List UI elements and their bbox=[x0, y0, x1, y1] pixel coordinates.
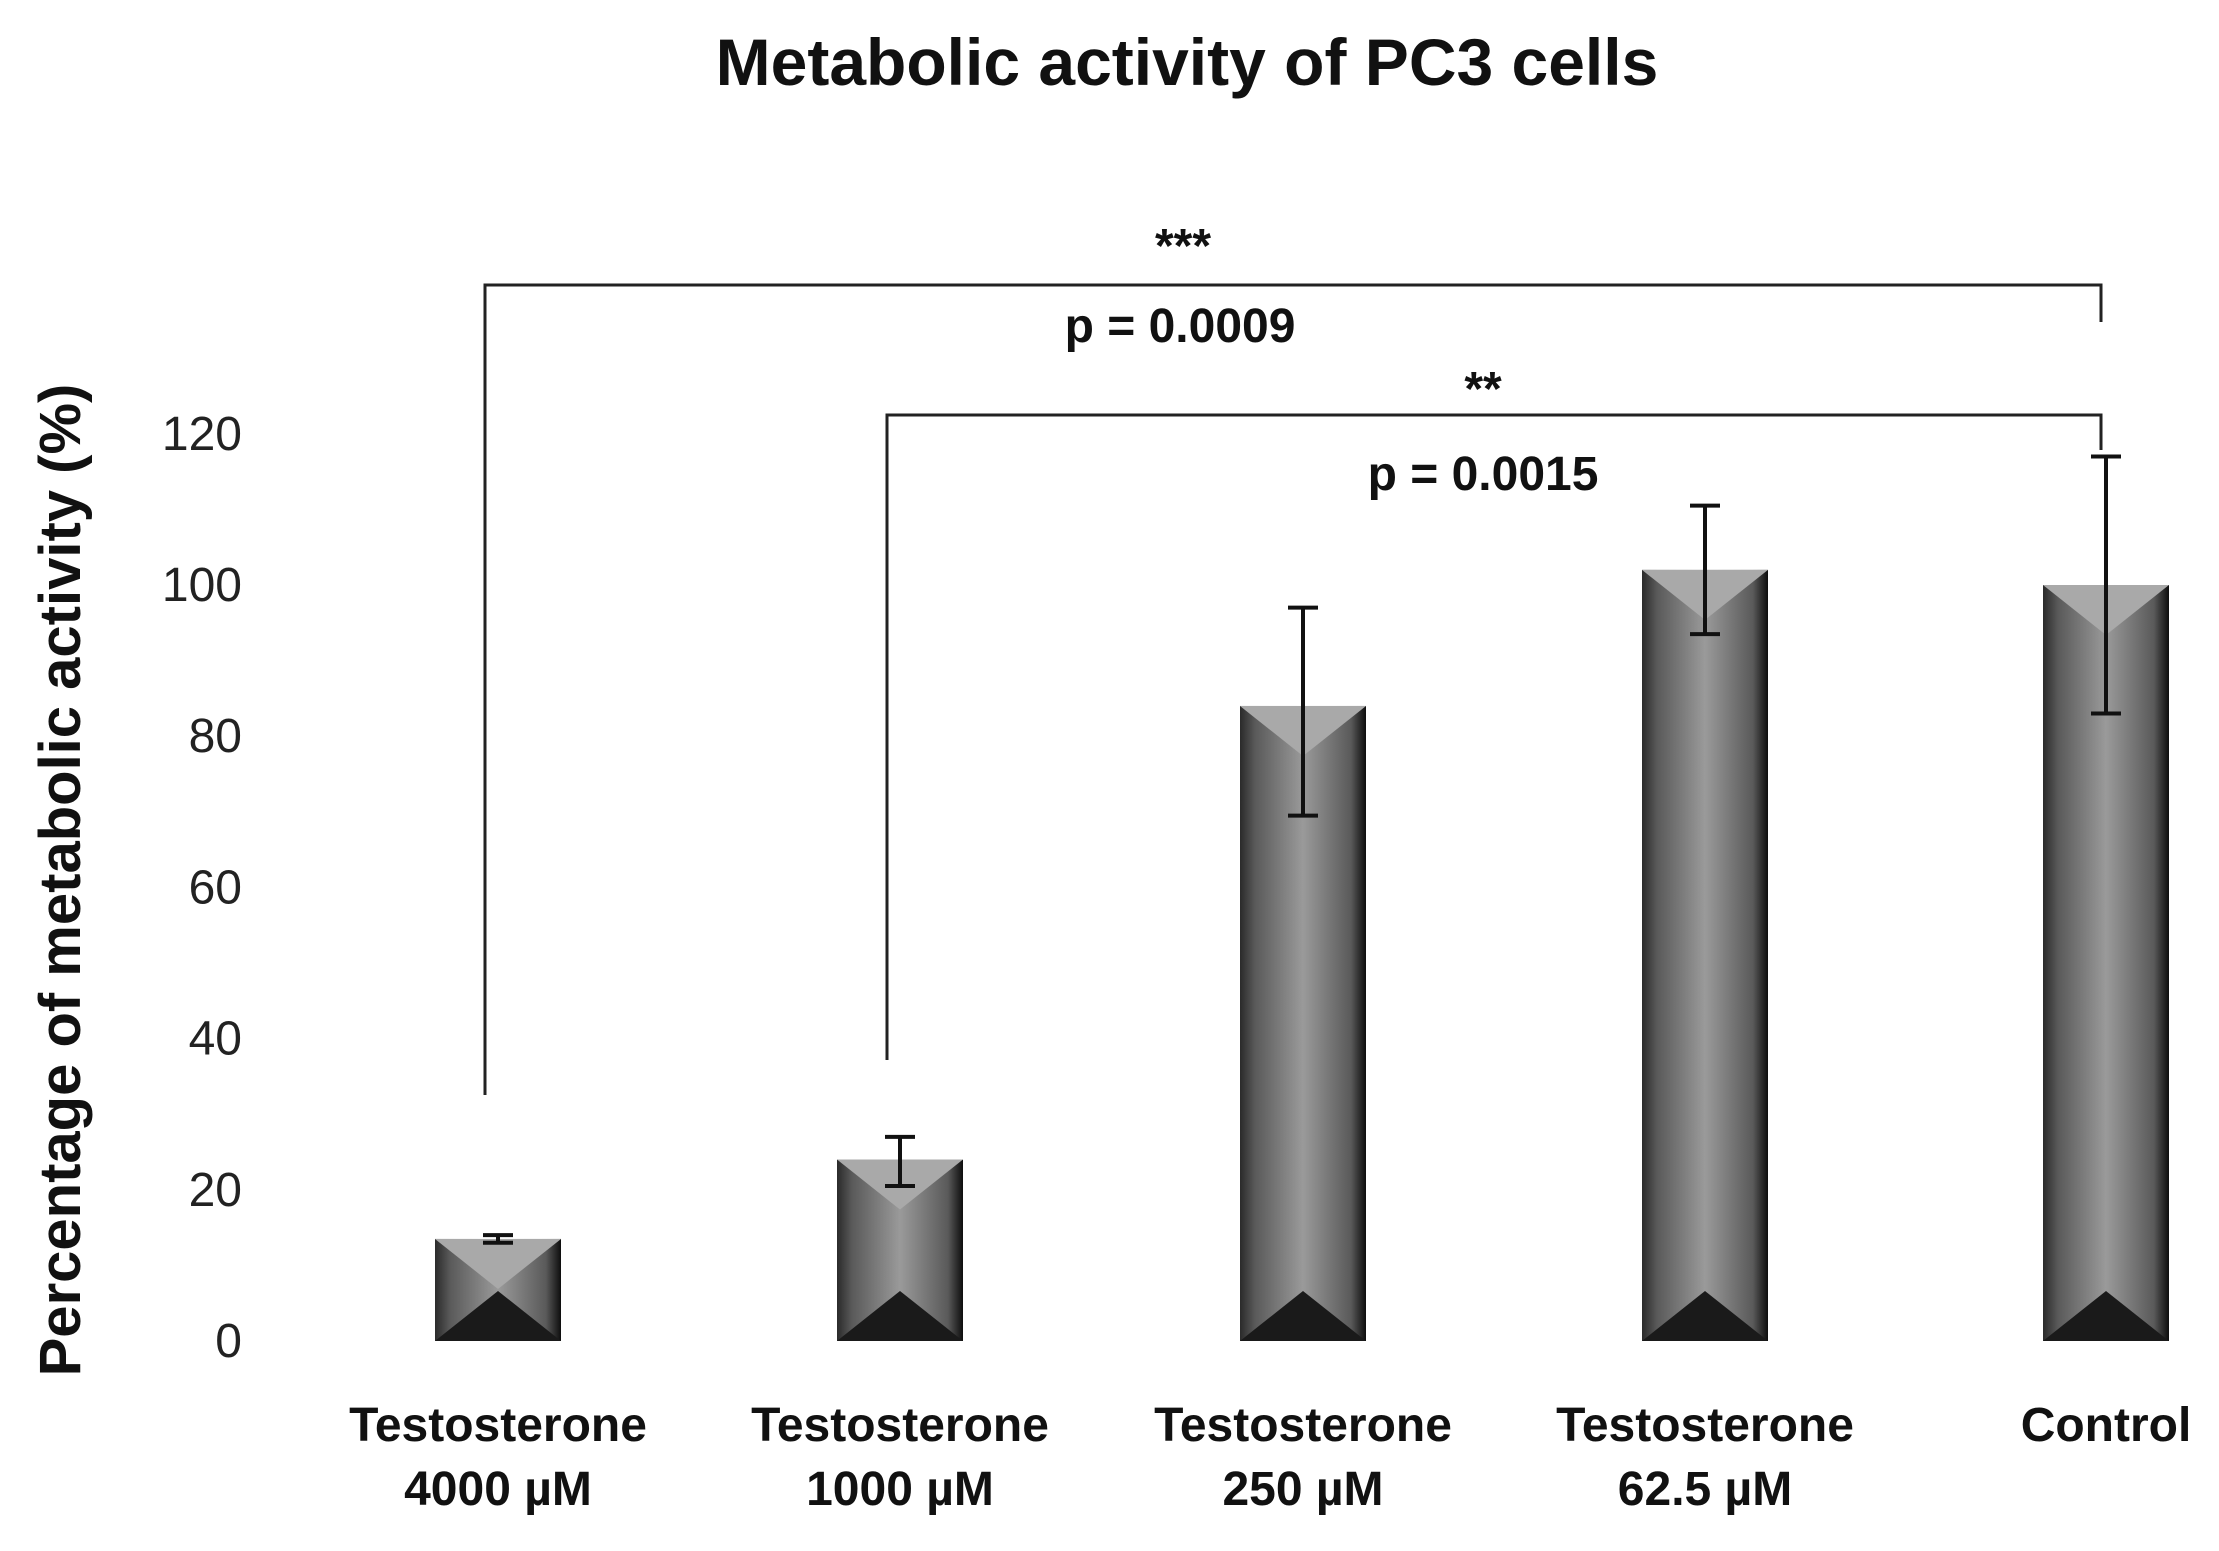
bar bbox=[1642, 569, 1768, 1341]
bar-body bbox=[1642, 569, 1768, 1341]
x-tick-label: Testosterone 4000 µM bbox=[349, 1399, 647, 1516]
bar-bottom-bevel bbox=[1240, 1291, 1366, 1341]
significance-bracket: *** p = 0.0009 bbox=[483, 220, 2103, 1095]
error-bar bbox=[2091, 454, 2121, 716]
bar-bottom-bevel bbox=[1642, 1291, 1768, 1341]
y-tick-label: 60 bbox=[189, 861, 242, 914]
chart-title: Metabolic activity of PC3 cells bbox=[716, 25, 1659, 99]
x-tick-label: Testosterone 62.5 µM bbox=[1556, 1399, 1854, 1516]
y-tick-label: 100 bbox=[162, 559, 242, 612]
bar-bottom-bevel bbox=[435, 1291, 561, 1341]
x-tick-label: Testosterone 1000 µM bbox=[751, 1399, 1049, 1516]
p-value-label: p = 0.0015 bbox=[1368, 448, 1599, 501]
y-axis-label: Percentage of metabolic activity (%) bbox=[28, 384, 93, 1377]
significance-stars: *** bbox=[1155, 220, 1211, 273]
bar-bottom-bevel bbox=[837, 1291, 963, 1341]
y-tick-label: 0 bbox=[215, 1315, 242, 1368]
y-tick-label: 20 bbox=[189, 1164, 242, 1217]
error-bar bbox=[885, 1134, 915, 1189]
error-bar bbox=[1288, 605, 1318, 818]
error-bar bbox=[1690, 503, 1720, 637]
y-tick-label: 80 bbox=[189, 710, 242, 763]
bar bbox=[435, 1238, 561, 1341]
bar bbox=[837, 1159, 963, 1341]
error-bar bbox=[483, 1233, 513, 1245]
bar-top-bevel bbox=[435, 1238, 561, 1289]
p-value-label: p = 0.0009 bbox=[1065, 300, 1296, 353]
significance-bracket: ** p = 0.0015 bbox=[885, 363, 2103, 1060]
y-tick-label: 120 bbox=[162, 408, 242, 461]
x-tick-label: Testosterone 250 µM bbox=[1154, 1399, 1452, 1516]
significance-stars: ** bbox=[1464, 363, 1502, 416]
bar-bottom-bevel bbox=[2043, 1291, 2169, 1341]
y-tick-label: 40 bbox=[189, 1013, 242, 1066]
x-tick-label: Control bbox=[2021, 1399, 2192, 1452]
